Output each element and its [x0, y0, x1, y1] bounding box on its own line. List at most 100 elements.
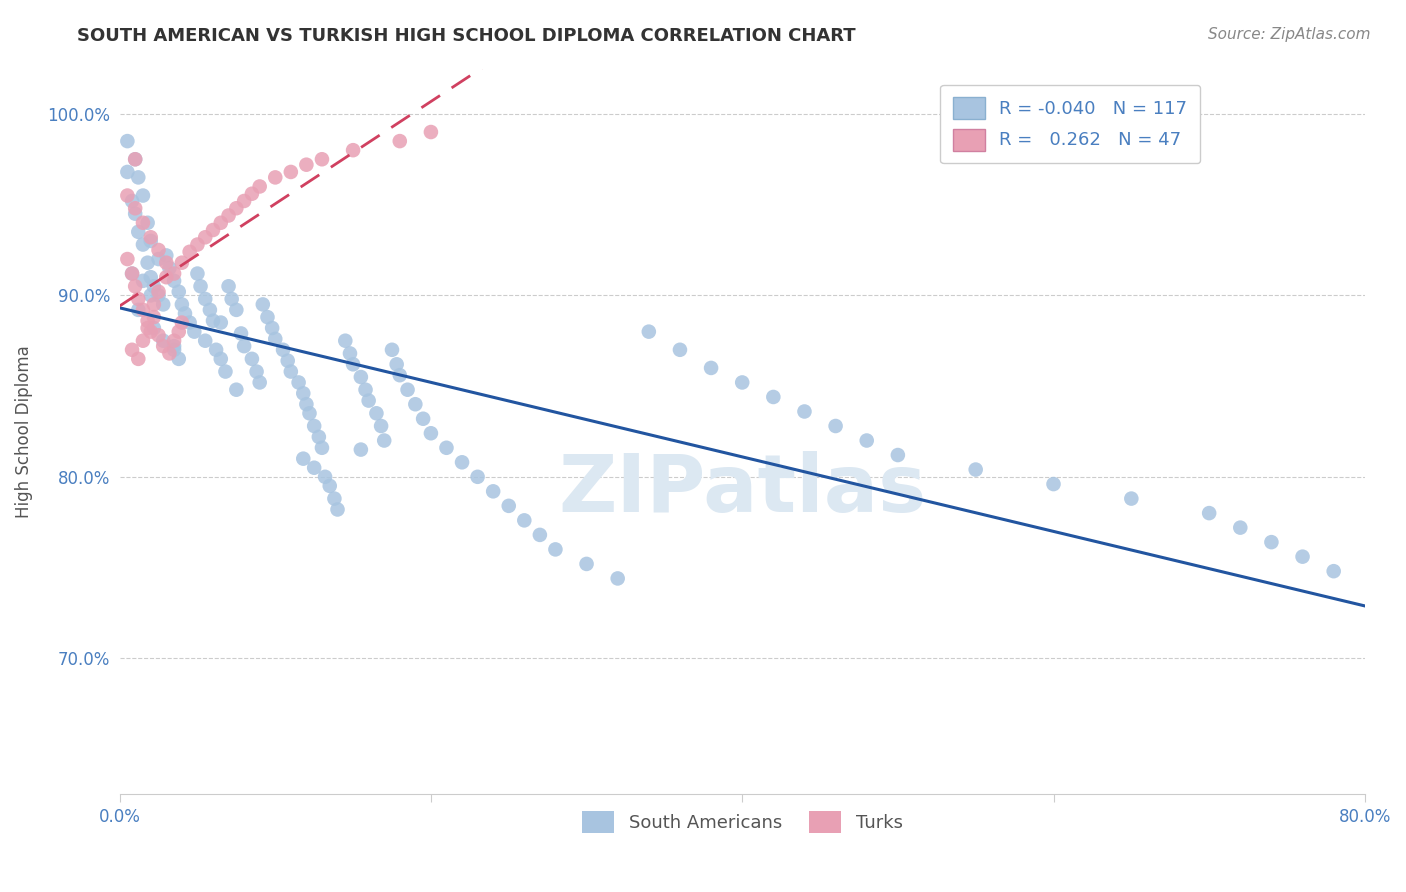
Point — [194, 334, 217, 348]
Point — [152, 339, 174, 353]
Point — [240, 186, 263, 201]
Point — [412, 411, 434, 425]
Point — [1198, 506, 1220, 520]
Point — [148, 243, 170, 257]
Point — [194, 292, 217, 306]
Point — [513, 513, 536, 527]
Point — [157, 346, 180, 360]
Point — [280, 365, 302, 379]
Point — [136, 216, 159, 230]
Point — [127, 170, 149, 185]
Point — [292, 451, 315, 466]
Point — [342, 357, 364, 371]
Point — [209, 316, 232, 330]
Point — [762, 390, 785, 404]
Point — [132, 274, 155, 288]
Legend: South Americans, Turks: South Americans, Turks — [575, 804, 910, 839]
Point — [323, 491, 346, 506]
Point — [381, 343, 404, 357]
Point — [201, 314, 224, 328]
Point — [311, 153, 333, 167]
Point — [139, 325, 162, 339]
Point — [498, 499, 520, 513]
Point — [350, 370, 373, 384]
Point — [249, 179, 271, 194]
Point — [121, 267, 143, 281]
Point — [467, 470, 489, 484]
Point — [350, 442, 373, 457]
Point — [308, 430, 330, 444]
Point — [174, 306, 197, 320]
Point — [965, 462, 987, 476]
Point — [179, 316, 201, 330]
Point — [887, 448, 910, 462]
Point — [127, 302, 149, 317]
Point — [373, 434, 395, 448]
Point — [163, 334, 186, 348]
Point — [124, 153, 146, 167]
Point — [132, 188, 155, 202]
Point — [264, 332, 287, 346]
Point — [277, 353, 299, 368]
Point — [419, 426, 441, 441]
Point — [249, 376, 271, 390]
Point — [295, 397, 318, 411]
Point — [170, 297, 193, 311]
Point — [229, 326, 252, 341]
Point — [167, 351, 190, 366]
Point — [218, 209, 240, 223]
Point — [214, 365, 236, 379]
Point — [370, 419, 392, 434]
Point — [127, 225, 149, 239]
Point — [167, 325, 190, 339]
Point — [152, 334, 174, 348]
Point — [124, 207, 146, 221]
Point — [201, 223, 224, 237]
Point — [271, 343, 294, 357]
Point — [298, 406, 321, 420]
Point — [218, 279, 240, 293]
Point — [339, 346, 361, 360]
Point — [264, 170, 287, 185]
Point — [385, 357, 408, 371]
Y-axis label: High School Diploma: High School Diploma — [15, 345, 32, 518]
Point — [136, 314, 159, 328]
Point — [163, 339, 186, 353]
Point — [117, 165, 139, 179]
Point — [233, 194, 256, 208]
Point — [366, 406, 388, 420]
Point — [121, 267, 143, 281]
Point — [404, 397, 426, 411]
Point — [194, 230, 217, 244]
Point — [142, 310, 165, 325]
Point — [127, 351, 149, 366]
Point — [354, 383, 377, 397]
Point — [1229, 521, 1251, 535]
Point — [295, 158, 318, 172]
Point — [124, 153, 146, 167]
Point — [209, 351, 232, 366]
Point — [292, 386, 315, 401]
Point — [280, 165, 302, 179]
Point — [132, 334, 155, 348]
Point — [155, 255, 177, 269]
Point — [824, 419, 846, 434]
Point — [225, 383, 247, 397]
Point — [132, 302, 155, 317]
Point — [302, 460, 325, 475]
Point — [163, 267, 186, 281]
Point — [637, 325, 659, 339]
Point — [388, 368, 411, 383]
Point — [396, 383, 419, 397]
Point — [198, 302, 221, 317]
Point — [311, 441, 333, 455]
Point — [669, 343, 692, 357]
Point — [139, 234, 162, 248]
Point — [302, 419, 325, 434]
Point — [1323, 564, 1346, 578]
Point — [155, 270, 177, 285]
Point — [319, 479, 342, 493]
Text: SOUTH AMERICAN VS TURKISH HIGH SCHOOL DIPLOMA CORRELATION CHART: SOUTH AMERICAN VS TURKISH HIGH SCHOOL DI… — [77, 27, 856, 45]
Point — [256, 310, 278, 325]
Point — [1121, 491, 1143, 506]
